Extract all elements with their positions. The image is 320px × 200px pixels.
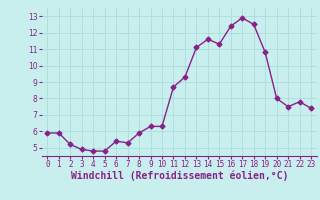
X-axis label: Windchill (Refroidissement éolien,°C): Windchill (Refroidissement éolien,°C) xyxy=(70,171,288,181)
